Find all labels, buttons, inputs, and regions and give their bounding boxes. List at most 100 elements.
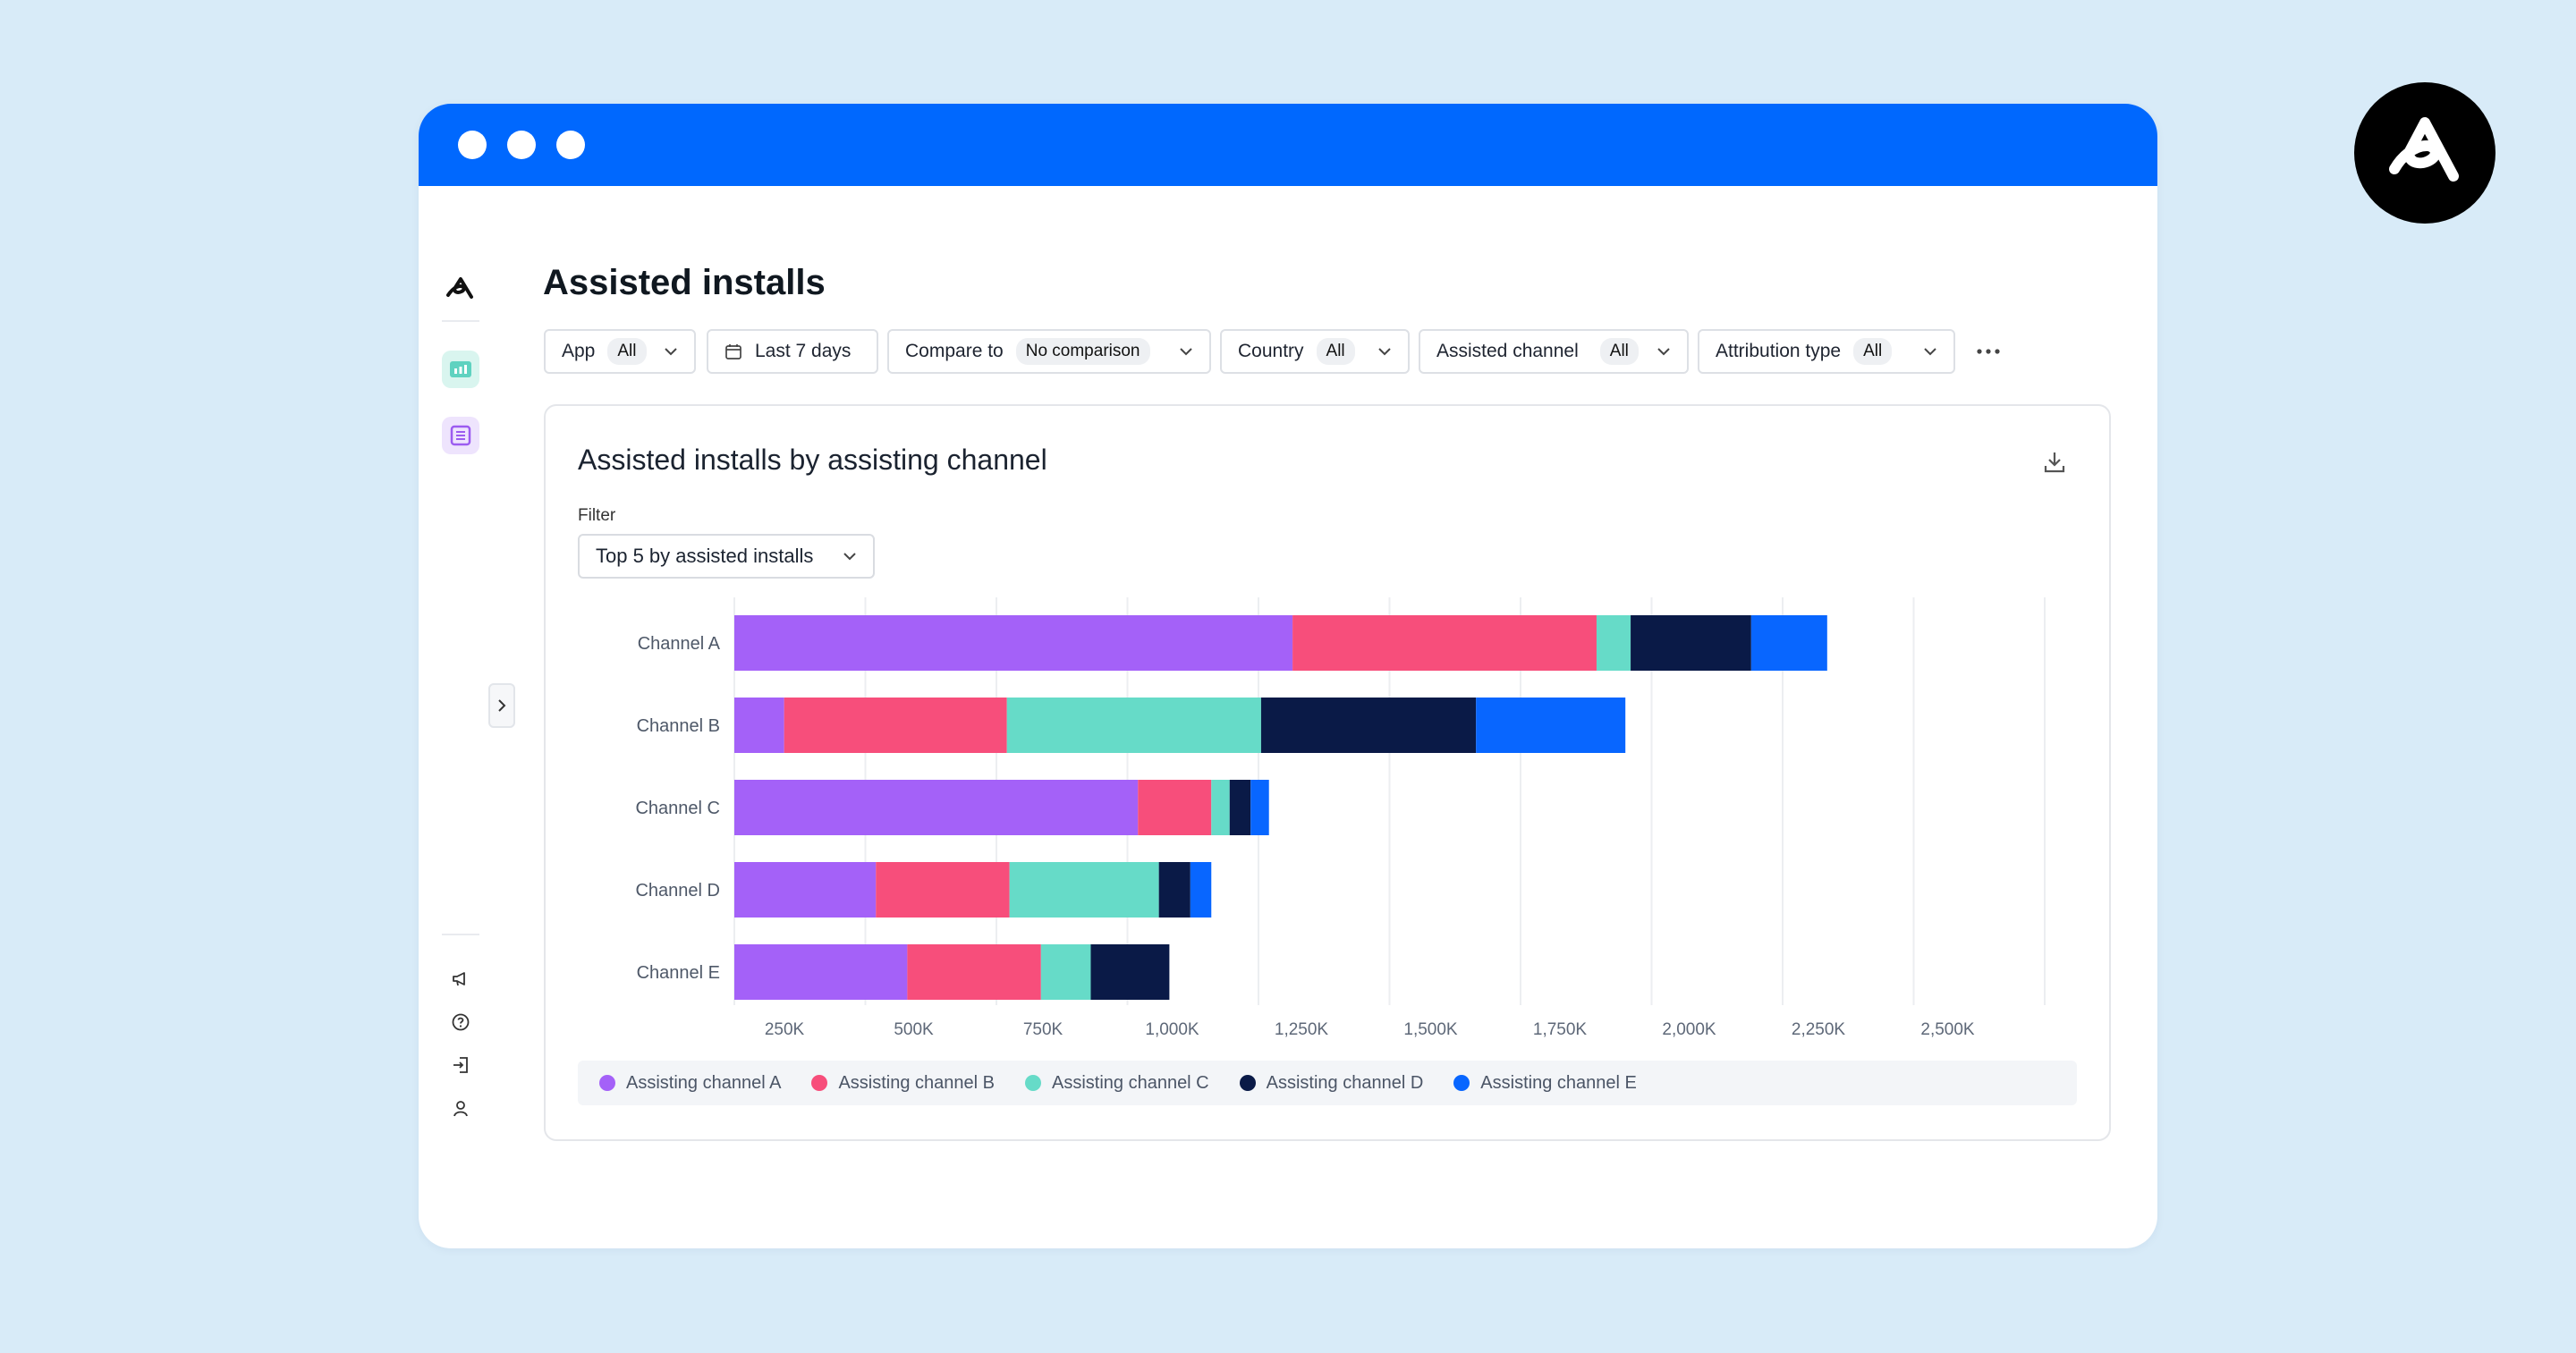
category-label: Channel D <box>635 881 720 901</box>
sidebar-divider <box>442 934 479 935</box>
x-tick-label: 500K <box>894 1020 934 1039</box>
x-tick-label: 2,250K <box>1792 1020 1846 1039</box>
bar-segment[interactable] <box>1596 615 1631 671</box>
attribution-type-filter[interactable]: Attribution type All <box>1698 329 1955 374</box>
user-account-icon[interactable] <box>446 1095 475 1123</box>
bar-segment[interactable] <box>1476 698 1626 753</box>
legend-item[interactable]: Assisting channel A <box>599 1073 781 1094</box>
attribution-type-filter-value: All <box>1853 338 1893 365</box>
category-label: Channel A <box>638 634 721 654</box>
legend-item[interactable]: Assisting channel C <box>1024 1072 1209 1094</box>
chart-card <box>544 404 2111 1141</box>
app-logo-icon[interactable] <box>446 274 475 302</box>
bar-segment[interactable] <box>734 780 1139 835</box>
chevron-down-icon <box>664 347 678 356</box>
legend-swatch <box>599 1075 615 1091</box>
bar-segment[interactable] <box>1006 698 1261 753</box>
bar-segment[interactable] <box>876 862 1010 918</box>
window-control-dot[interactable] <box>507 131 536 159</box>
x-tick-label: 250K <box>765 1020 805 1039</box>
category-label: Channel E <box>637 963 720 983</box>
country-filter[interactable]: Country All <box>1220 329 1410 374</box>
chart-legend: Assisting channel A Assisting channel B As… <box>578 1061 2077 1105</box>
x-tick-label: 1,500K <box>1403 1020 1458 1039</box>
bar-segment[interactable] <box>734 862 877 918</box>
page-title: Assisted installs <box>543 263 826 302</box>
country-filter-value: All <box>1316 338 1355 365</box>
x-tick-label: 1,000K <box>1145 1020 1199 1039</box>
help-icon[interactable] <box>446 1008 475 1036</box>
chart-filter-value: Top 5 by assisted installs <box>596 545 814 567</box>
chevron-down-icon <box>1377 347 1392 356</box>
legend-item[interactable]: Assisting channel B <box>811 1073 995 1094</box>
x-tick-label: 2,000K <box>1662 1020 1716 1039</box>
legend-label: Assisting channel A <box>626 1072 782 1093</box>
datasets-table-icon[interactable] <box>442 417 479 454</box>
chart-filter-label: Filter <box>578 506 616 525</box>
date-range-label: Last 7 days <box>755 341 852 361</box>
legend-swatch <box>1453 1075 1470 1091</box>
bar-segment[interactable] <box>1292 615 1597 671</box>
window-titlebar <box>419 104 2157 186</box>
bar-segment[interactable] <box>907 944 1041 1000</box>
attribution-type-filter-label: Attribution type <box>1716 341 1842 361</box>
sidebar-divider <box>442 320 479 322</box>
bar-segment[interactable] <box>1211 780 1230 835</box>
category-label: Channel B <box>637 716 720 736</box>
bar-segment[interactable] <box>1260 698 1477 753</box>
compare-to-filter[interactable]: Compare to No comparison <box>887 329 1211 374</box>
chart-title: Assisted installs by assisting channel <box>578 444 1047 476</box>
calendar-icon <box>724 342 742 360</box>
x-tick-label: 2,500K <box>1920 1020 1975 1039</box>
megaphone-icon[interactable] <box>446 964 475 993</box>
bar-segment[interactable] <box>1750 615 1827 671</box>
legend-swatch <box>811 1075 828 1091</box>
app-filter-value: All <box>607 338 647 365</box>
compare-to-label: Compare to <box>905 341 1004 361</box>
chevron-down-icon <box>1657 347 1671 356</box>
chart-filter-select[interactable]: Top 5 by assisted installs <box>578 534 875 579</box>
login-icon[interactable] <box>446 1051 475 1079</box>
reports-dashboard-icon[interactable] <box>442 351 479 388</box>
bar-segment[interactable] <box>734 698 784 753</box>
legend-swatch <box>1239 1075 1256 1091</box>
bar-segment[interactable] <box>1090 944 1170 1000</box>
legend-item[interactable]: Assisting channel E <box>1453 1073 1637 1094</box>
bar-segment[interactable] <box>784 698 1007 753</box>
download-icon[interactable] <box>2039 447 2070 478</box>
assisted-channel-filter[interactable]: Assisted channel All <box>1419 329 1689 374</box>
bar-segment[interactable] <box>1138 780 1212 835</box>
bar-segment[interactable] <box>1250 780 1269 835</box>
chevron-down-icon <box>843 552 857 561</box>
bar-segment[interactable] <box>734 944 908 1000</box>
brand-logo <box>2354 82 2496 224</box>
bar-segment[interactable] <box>1229 780 1251 835</box>
assisted-channel-filter-value: All <box>1599 338 1639 365</box>
more-options-icon[interactable] <box>1973 338 2004 365</box>
x-tick-label: 1,750K <box>1533 1020 1588 1039</box>
x-tick-label: 750K <box>1023 1020 1063 1039</box>
x-tick-label: 1,250K <box>1275 1020 1329 1039</box>
sidebar-expand-chevron-icon[interactable] <box>488 683 515 728</box>
legend-label: Assisting channel B <box>838 1072 995 1093</box>
bar-segment[interactable] <box>734 615 1293 671</box>
chevron-down-icon <box>1923 347 1937 356</box>
assisted-channel-filter-label: Assisted channel <box>1436 341 1579 361</box>
stacked-bar-chart: 250K 500K 750K 1,000K 1,250K 1,500K 1,750K 2,00… <box>635 597 2046 1039</box>
app-filter-label: App <box>562 341 596 361</box>
legend-swatch <box>1024 1075 1041 1091</box>
app-filter[interactable]: App All <box>544 329 696 374</box>
bar-segment[interactable] <box>1040 944 1091 1000</box>
bar-segment[interactable] <box>1190 862 1212 918</box>
bar-segment[interactable] <box>1009 862 1159 918</box>
date-range-picker[interactable]: Last 7 days <box>707 329 878 374</box>
legend-label: Assisting channel D <box>1266 1072 1424 1093</box>
legend-label: Assisting channel C <box>1051 1072 1209 1093</box>
bar-segment[interactable] <box>1158 862 1191 918</box>
bar-segment[interactable] <box>1631 615 1751 671</box>
country-filter-label: Country <box>1238 341 1304 361</box>
legend-label: Assisting channel E <box>1480 1072 1637 1093</box>
legend-item[interactable]: Assisting channel D <box>1239 1072 1424 1094</box>
window-control-dot[interactable] <box>458 131 487 159</box>
window-control-dot[interactable] <box>556 131 585 159</box>
